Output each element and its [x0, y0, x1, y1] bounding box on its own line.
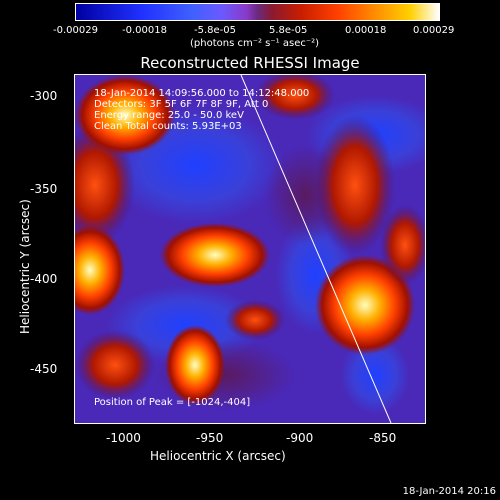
energy-range-text: Energy range: 25.0 - 50.0 keV: [94, 110, 244, 121]
y-tick-label: -400: [30, 272, 58, 286]
clean-counts-text: Clean Total counts: 5.93E+03: [94, 121, 242, 132]
x-axis-label: Heliocentric X (arcsec): [150, 449, 286, 463]
limb-line: [240, 75, 392, 423]
peak-position-text: Position of Peak = [-1024,-404]: [94, 397, 251, 408]
colorbar-tick: -5.8e-05: [194, 25, 236, 36]
plot-title: Reconstructed RHESSI Image: [140, 54, 360, 72]
colorbar-tick: 0.00029: [413, 25, 455, 36]
y-axis-label: Heliocentric Y (arcsec): [18, 199, 32, 334]
x-tick-label: -900: [286, 431, 314, 445]
colorbar-tick: -0.00029: [53, 25, 98, 36]
colorbar-units: (photons cm⁻² s⁻¹ asec⁻²): [190, 38, 320, 49]
solar-image-plot: [74, 74, 426, 424]
y-tick-label: -300: [30, 89, 58, 103]
y-tick-label: -450: [30, 362, 58, 376]
colorbar-tick: -0.00018: [122, 25, 167, 36]
footer-timestamp: 18-Jan-2014 20:16: [402, 486, 496, 497]
y-tick-label: -350: [30, 182, 58, 196]
x-tick-label: -950: [196, 431, 224, 445]
time-range-text: 18-Jan-2014 14:09:56.000 to 14:12:48.000: [94, 88, 310, 99]
x-tick-label: -850: [369, 431, 397, 445]
x-tick-label: -1000: [106, 431, 141, 445]
colorbar-tick: 5.8e-05: [269, 25, 308, 36]
colorbar-tick: 0.00018: [345, 25, 387, 36]
solar-image: [75, 75, 425, 423]
detectors-text: Detectors: 3F 5F 6F 7F 8F 9F, Att 0: [94, 99, 269, 110]
colorbar: [75, 3, 440, 21]
